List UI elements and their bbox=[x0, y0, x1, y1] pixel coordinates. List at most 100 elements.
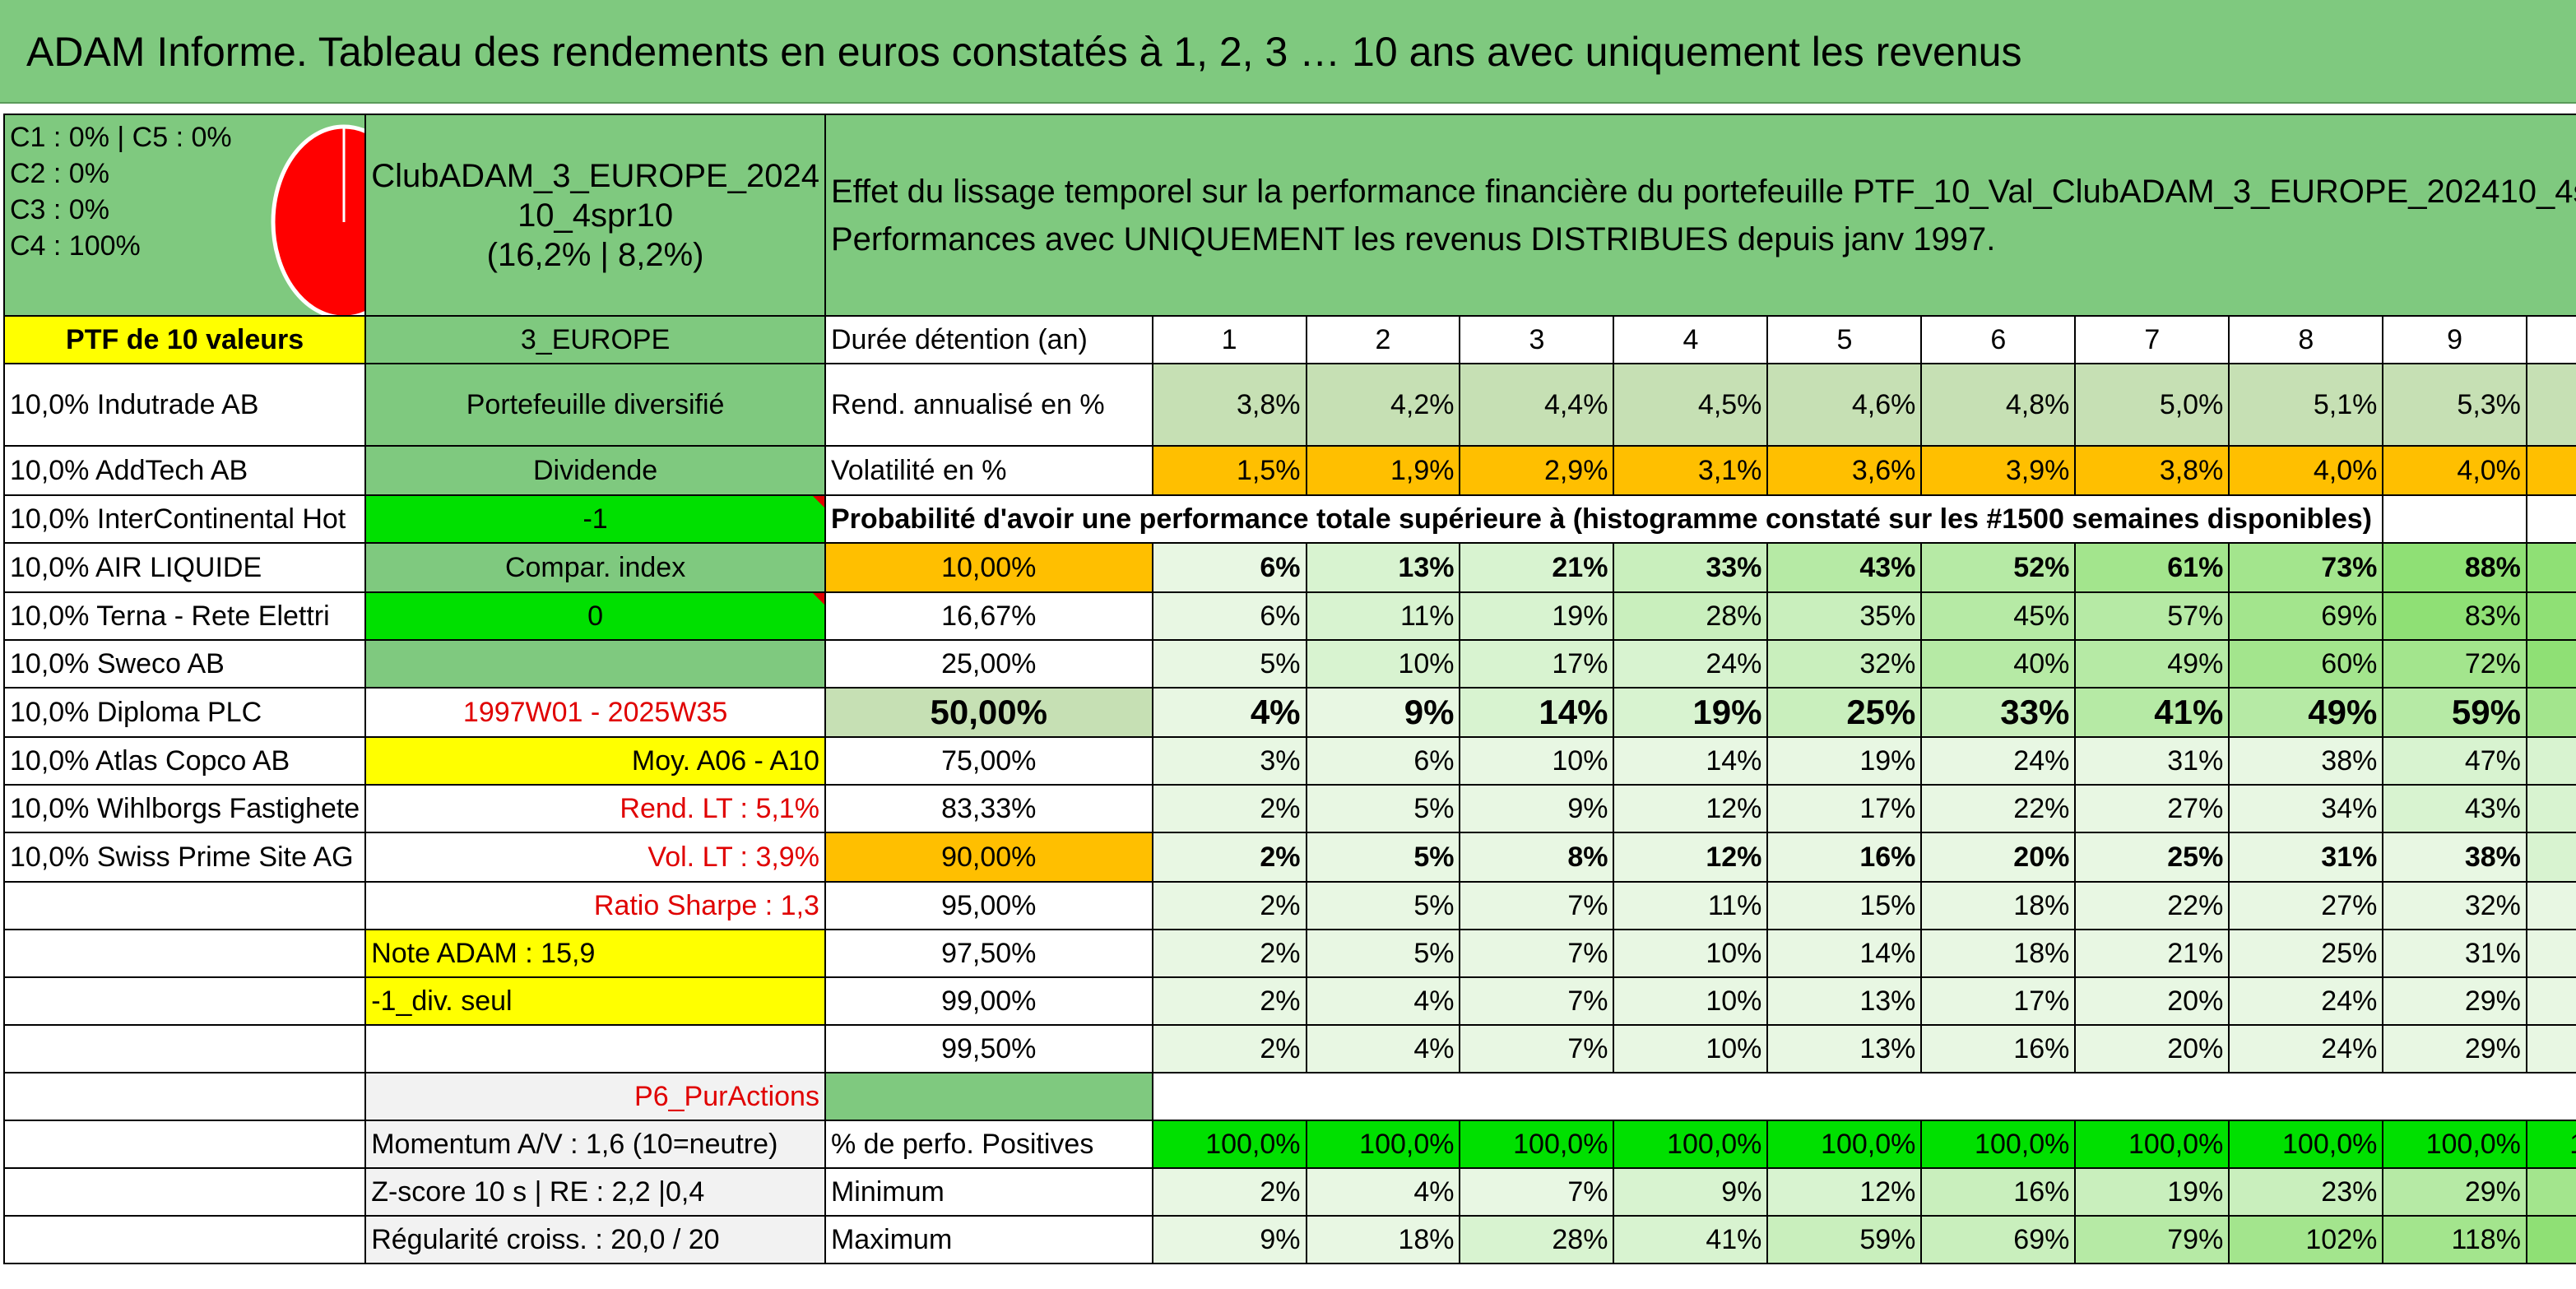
minimum-value: 23% bbox=[2228, 1167, 2384, 1217]
maximum-value: 69% bbox=[1920, 1215, 2077, 1264]
probability-value: 12% bbox=[1613, 784, 1769, 833]
club-line: 10_4spr10 bbox=[518, 197, 674, 234]
adam-note: Note ADAM : 15,9 bbox=[364, 929, 826, 978]
rend-value: 4,6% bbox=[1766, 363, 1923, 447]
probability-value: 20% bbox=[1920, 832, 2077, 883]
probability-value: 43% bbox=[2382, 784, 2527, 833]
minimum-value: 7% bbox=[1459, 1167, 1615, 1217]
maximum-label: Maximum bbox=[824, 1215, 1153, 1264]
description-line: Performances avec UNIQUEMENT les revenus… bbox=[830, 220, 1996, 257]
rend-value: 5,0% bbox=[2074, 363, 2230, 447]
sheet-row: 10,0% Indutrade AB Portefeuille diversifi… bbox=[2, 363, 2576, 447]
probability-header: Probabilité d'avoir une performance tota… bbox=[824, 494, 2384, 544]
vol-value: 3,6% bbox=[1766, 445, 1923, 496]
probability-value: 21% bbox=[1459, 542, 1615, 593]
empty-cell bbox=[364, 1024, 826, 1073]
probability-level: 75,00% bbox=[824, 736, 1153, 786]
year-header: 6 bbox=[1920, 315, 2077, 364]
sheet-row: Momentum A/V : 1,6 (10=neutre)% de perfo… bbox=[2, 1120, 2576, 1169]
probability-value: 73% bbox=[2228, 542, 2384, 593]
maximum-value: 102% bbox=[2228, 1215, 2384, 1264]
empty-cell bbox=[2525, 494, 2576, 544]
sheet-row: 10,0% AddTech AB Dividende Volatilité en %… bbox=[2, 445, 2576, 496]
positives-value: 100,0% bbox=[1305, 1120, 1461, 1169]
maximum-value: 79% bbox=[2074, 1215, 2230, 1264]
region-label: 3_EUROPE bbox=[364, 315, 826, 364]
club-line: (16,2% | 8,2%) bbox=[486, 236, 704, 273]
minimum-value: 4% bbox=[1305, 1167, 1461, 1217]
probability-value: 45% bbox=[2525, 832, 2576, 883]
probability-value: 9% bbox=[1459, 784, 1615, 833]
sheet-row: 10,0% AIR LIQUIDE Compar. index 10,00% 6% 13… bbox=[2, 542, 2576, 593]
probability-value: 10% bbox=[1613, 929, 1769, 978]
probability-value: 17% bbox=[1920, 976, 2077, 1026]
probability-value: 10% bbox=[1613, 976, 1769, 1026]
vol-value: 4,0% bbox=[2525, 445, 2576, 496]
sheet-row: 10,0% Sweco AB 25,00% 5% 10% 17% 24% 32% 40% 49%… bbox=[2, 639, 2576, 689]
probability-value: 5% bbox=[1305, 832, 1461, 883]
probability-value: 9% bbox=[1305, 687, 1461, 738]
sheet-row: -1_div. seul 99,00% 2% 4% 7% 10% 13% 17% 20% 24% 2… bbox=[2, 976, 2576, 1026]
year-header: 9 bbox=[2382, 315, 2527, 364]
probability-level: 97,50% bbox=[824, 929, 1153, 978]
probability-value: 32% bbox=[2382, 881, 2527, 930]
duration-label: Durée détention (an) bbox=[824, 315, 1153, 364]
sheet-row: P6_PurActions bbox=[2, 1072, 2576, 1121]
probability-value: 13% bbox=[1305, 542, 1461, 593]
class-line: C2 : 0% bbox=[10, 158, 109, 189]
probability-value: 3% bbox=[1151, 736, 1307, 786]
rend-value: 4,4% bbox=[1459, 363, 1615, 447]
probability-value: 5% bbox=[1305, 881, 1461, 930]
probability-level: 10,00% bbox=[824, 542, 1153, 593]
probability-value: 2% bbox=[1151, 832, 1307, 883]
vol-value: 1,5% bbox=[1151, 445, 1307, 496]
sheet-row: Ratio Sharpe : 1,3 95,00% 2% 5% 7% 11% 15% 18% 2… bbox=[2, 881, 2576, 930]
holding: 10,0% InterContinental Hot bbox=[2, 494, 367, 544]
probability-value: 41% bbox=[2074, 687, 2230, 738]
probability-value: 35% bbox=[2525, 1024, 2576, 1073]
empty-cell bbox=[2, 1215, 367, 1264]
portfolio-type: Portefeuille diversifié bbox=[364, 363, 826, 447]
compar-label: Compar. index bbox=[364, 542, 826, 593]
probability-value: 61% bbox=[2074, 542, 2230, 593]
sheet-row: 10,0% Atlas Copco AB Moy. A06 - A10 75,00%… bbox=[2, 736, 2576, 786]
probability-value: 10% bbox=[1459, 736, 1615, 786]
probability-value: 13% bbox=[1766, 976, 1923, 1026]
holding: 10,0% Atlas Copco AB bbox=[2, 736, 367, 786]
probability-value: 47% bbox=[2382, 736, 2527, 786]
club-name-cell: ClubADAM_3_EUROPE_2024 10_4spr10 (16,2% | … bbox=[364, 114, 826, 317]
probability-value: 22% bbox=[1920, 784, 2077, 833]
positives-value: 100,0% bbox=[2074, 1120, 2230, 1169]
probability-value: 8% bbox=[1459, 832, 1615, 883]
probability-value: 24% bbox=[2228, 976, 2384, 1026]
vol-value: 1,9% bbox=[1305, 445, 1461, 496]
period-label: 1997W01 - 2025W35 bbox=[364, 687, 826, 738]
class-allocation-cell: C1 : 0% | C5 : 0% C2 : 0% C3 : 0% C4 : 100% bbox=[2, 114, 367, 317]
holding: 10,0% AddTech AB bbox=[2, 445, 367, 496]
probability-level: 25,00% bbox=[824, 639, 1153, 689]
probability-value: 27% bbox=[2074, 784, 2230, 833]
empty-cell bbox=[2, 1072, 367, 1121]
minimum-value: 9% bbox=[1613, 1167, 1769, 1217]
probability-value: 7% bbox=[1459, 1024, 1615, 1073]
year-header: 1 bbox=[1151, 315, 1307, 364]
probability-level: 16,67% bbox=[824, 591, 1153, 641]
probability-value: 5% bbox=[1151, 639, 1307, 689]
compar-value: 0 bbox=[364, 591, 826, 641]
sheet-row: 10,0% Swiss Prime Site AG Vol. LT : 3,9% 9… bbox=[2, 832, 2576, 883]
minimum-value: 16% bbox=[1920, 1167, 2077, 1217]
probability-value: 14% bbox=[1766, 929, 1923, 978]
maximum-value: 18% bbox=[1305, 1215, 1461, 1264]
club-line: ClubADAM_3_EUROPE_2024 bbox=[371, 157, 819, 194]
regularite-label: Régularité croiss. : 20,0 / 20 bbox=[364, 1215, 826, 1264]
probability-value: 49% bbox=[2074, 639, 2230, 689]
probability-value: 28% bbox=[1613, 591, 1769, 641]
minimum-value: 12% bbox=[1766, 1167, 1923, 1217]
sheet-row: 10,0% Terna - Rete Elettri 0 16,67% 6% 11% 19… bbox=[2, 591, 2576, 641]
probability-value: 2% bbox=[1151, 881, 1307, 930]
probability-level: 83,33% bbox=[824, 784, 1153, 833]
probability-value: 60% bbox=[2228, 639, 2384, 689]
minimum-value: 29% bbox=[2382, 1167, 2527, 1217]
probability-value: 15% bbox=[1766, 881, 1923, 930]
probability-value: 45% bbox=[1920, 591, 2077, 641]
